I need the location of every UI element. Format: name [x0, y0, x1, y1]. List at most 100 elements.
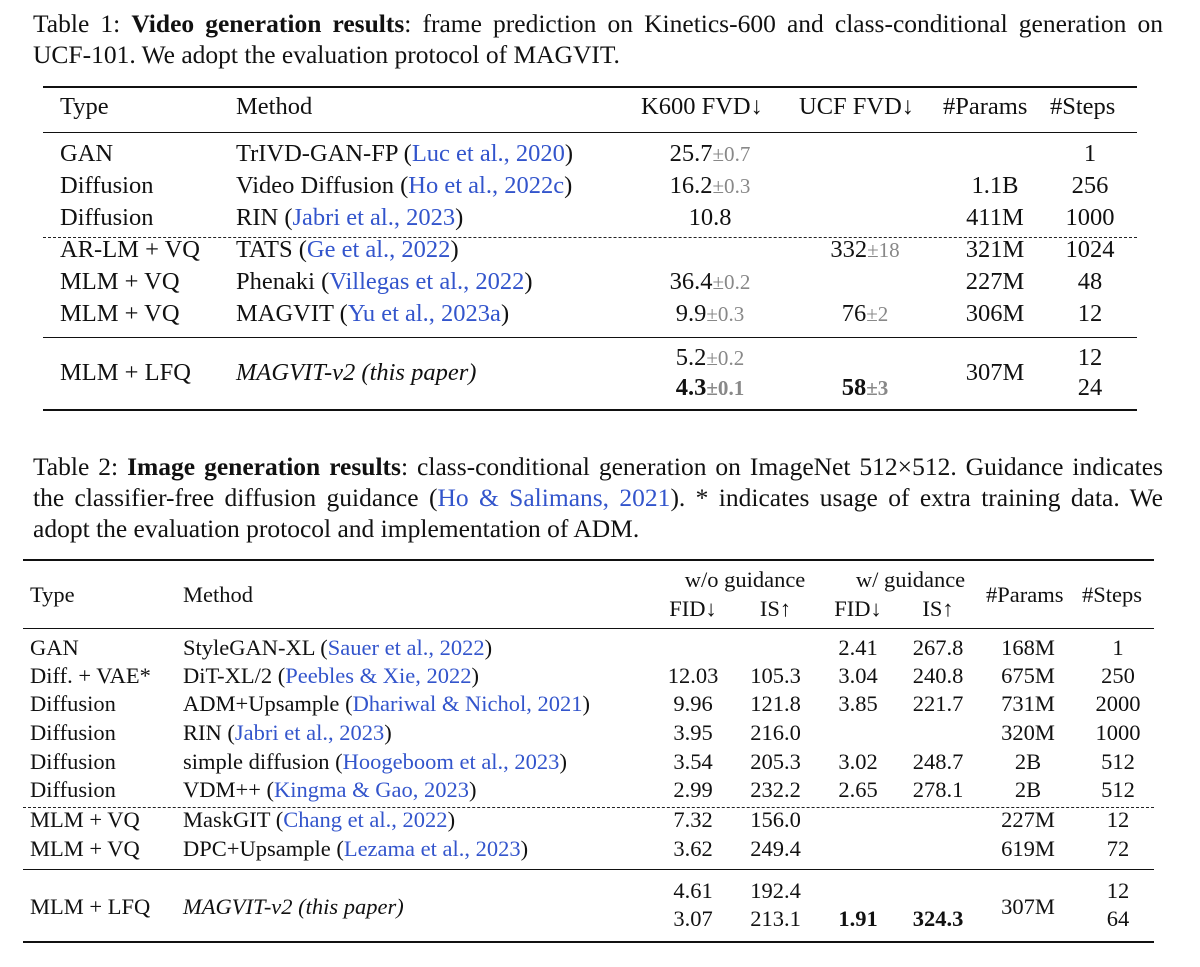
- table2-ours-steps-a: 12: [1106, 878, 1130, 903]
- table1-header-params: #Params: [943, 93, 1028, 120]
- table2-row-is: 105.3: [750, 663, 801, 688]
- method-name: ADM+Upsample: [183, 691, 340, 716]
- table1-row-params: 227M: [965, 268, 1025, 295]
- method-name: simple diffusion: [183, 749, 330, 774]
- table1-row-type: MLM + VQ: [60, 268, 180, 295]
- table1-ours-method: MAGVIT-v2 (this paper): [236, 359, 477, 386]
- table2-row-guided-fid: 3.04: [838, 663, 878, 688]
- method-name: TrIVD-GAN-FP: [236, 140, 398, 167]
- table2-row-guided-is: 221.7: [912, 691, 964, 716]
- citation-link[interactable]: Ge et al., 2022: [306, 236, 451, 263]
- table1-row-method: RIN (Jabri et al., 2023): [236, 204, 464, 231]
- citation-link[interactable]: Jabri et al., 2023: [234, 720, 385, 745]
- table2-header-gis: IS↑: [922, 596, 954, 621]
- k600-value: 9.9: [675, 300, 707, 327]
- table2-header-params: #Params: [986, 582, 1064, 607]
- table2-row-type: Diffusion: [30, 691, 116, 716]
- table2-row-params: 619M: [1001, 836, 1055, 861]
- table1-row-params: 1.1B: [971, 172, 1019, 199]
- table2-row-is: 121.8: [750, 691, 801, 716]
- table1-ours-k600-a: 5.2±0.2: [675, 344, 745, 371]
- table1-row-type: MLM + VQ: [60, 300, 180, 327]
- citation-link[interactable]: Jabri et al., 2023: [292, 204, 456, 231]
- table1-row-k600-fvd: 9.9±0.3: [630, 300, 790, 328]
- table2-row-fid: 2.99: [673, 777, 713, 802]
- citation-link[interactable]: Ho et al., 2022c: [408, 172, 565, 199]
- table2-row-fid: 3.54: [673, 749, 713, 774]
- table1-row-steps: 1: [1083, 140, 1097, 167]
- table2-row-steps: 1: [1112, 635, 1124, 660]
- table2-row-steps: 512: [1101, 777, 1135, 802]
- table1-row-type: Diffusion: [60, 172, 154, 199]
- citation-link[interactable]: Chang et al., 2022: [283, 807, 448, 832]
- method-name: RIN: [236, 204, 279, 231]
- table2-row-params: 320M: [1001, 720, 1055, 745]
- table2-row-method: StyleGAN-XL (Sauer et al., 2022): [183, 635, 493, 660]
- table2-caption: Table 2: Image generation results: class…: [33, 452, 1164, 543]
- table2-row-guided-is: 267.8: [912, 635, 964, 660]
- ucf-std: ±2: [866, 302, 889, 326]
- table2-caption-citation-link[interactable]: Ho & Salimans, 2021: [437, 483, 671, 512]
- table2-row-type: Diffusion: [30, 777, 116, 802]
- table2-row-type: Diffusion: [30, 749, 116, 774]
- table2-row-type: Diff. + VAE*: [30, 663, 151, 688]
- citation-link[interactable]: Luc et al., 2020: [411, 140, 565, 167]
- citation-link[interactable]: Kingma & Gao, 2023: [274, 777, 469, 802]
- table2-ours-params: 307M: [1001, 894, 1055, 919]
- method-name: Phenaki: [236, 268, 315, 295]
- table2-row-guided-is: 278.1: [912, 777, 964, 802]
- table1-row-params: 306M: [965, 300, 1025, 327]
- table2-row-params: 168M: [1001, 635, 1055, 660]
- table2-top-rule: [23, 559, 1154, 562]
- table2-row-params: 227M: [1001, 807, 1055, 832]
- table2-row-guided-fid: 3.85: [838, 691, 878, 716]
- table1-header-method: Method: [236, 93, 313, 120]
- table2-row-params: 675M: [1001, 663, 1055, 688]
- table2-ours-method: MAGVIT-v2 (this paper): [183, 894, 404, 919]
- table1-row-method: Phenaki (Villegas et al., 2022): [236, 268, 533, 295]
- citation-link[interactable]: Yu et al., 2023a: [347, 300, 501, 327]
- table1-row-method: MAGVIT (Yu et al., 2023a): [236, 300, 510, 327]
- method-name: StyleGAN-XL: [183, 635, 315, 660]
- k600-std: ±0.3: [706, 302, 745, 326]
- table1-header-steps: #Steps: [1050, 93, 1116, 120]
- table2-row-steps: 1000: [1095, 720, 1141, 745]
- table2-ours-fid-b: 3.07: [673, 906, 713, 931]
- table2-header-type: Type: [30, 582, 75, 607]
- citation-link[interactable]: Dhariwal & Nichol, 2021: [352, 691, 583, 716]
- table2-header-fid: FID↓: [669, 596, 717, 621]
- ucf-value: 76: [841, 300, 867, 327]
- table1-row-steps: 12: [1077, 300, 1103, 327]
- table1-header-k600: K600 FVD↓: [641, 93, 763, 120]
- table1-row-method: TrIVD-GAN-FP (Luc et al., 2020): [236, 140, 574, 167]
- table2-row-steps: 72: [1106, 836, 1130, 861]
- table1-row-steps: 256: [1071, 172, 1109, 199]
- table1-row-steps: 1024: [1065, 236, 1115, 263]
- citation-link[interactable]: Villegas et al., 2022: [329, 268, 525, 295]
- table2-row-steps: 12: [1106, 807, 1130, 832]
- table1-row-k600-fvd: 16.2±0.3: [630, 172, 790, 200]
- table2-row-guided-fid: 2.41: [838, 635, 878, 660]
- method-name: DPC+Upsample: [183, 836, 331, 861]
- table2-header-w-guidance: w/ guidance: [855, 567, 966, 592]
- table2-row-params: 2B: [1014, 777, 1042, 802]
- table2-row-params: 2B: [1014, 749, 1042, 774]
- table1-header-type: Type: [60, 93, 109, 120]
- table1-row-ucf-fvd: 76±2: [790, 300, 940, 328]
- table1-row-steps: 1000: [1065, 204, 1115, 231]
- table1-row-params: 411M: [966, 204, 1024, 231]
- table1-ours-steps-b: 24: [1077, 374, 1103, 401]
- table1-ours-ucf-b: 58±3: [841, 374, 889, 401]
- table2-ours-is-b: 213.1: [750, 906, 801, 931]
- citation-link[interactable]: Hoogeboom et al., 2023: [342, 749, 560, 774]
- table2-row-method: DiT-XL/2 (Peebles & Xie, 2022): [183, 663, 480, 688]
- citation-link[interactable]: Peebles & Xie, 2022: [285, 663, 472, 688]
- table1-ours-type: MLM + LFQ: [60, 359, 191, 386]
- citation-link[interactable]: Lezama et al., 2023: [343, 836, 521, 861]
- table2-row-method: VDM++ (Kingma & Gao, 2023): [183, 777, 477, 802]
- table2-bottom-rule: [23, 941, 1154, 944]
- citation-link[interactable]: Sauer et al., 2022: [327, 635, 485, 660]
- table2-row-guided-fid: 3.02: [838, 749, 878, 774]
- table2-row-method: simple diffusion (Hoogeboom et al., 2023…: [183, 749, 567, 774]
- table1-row-steps: 48: [1077, 268, 1103, 295]
